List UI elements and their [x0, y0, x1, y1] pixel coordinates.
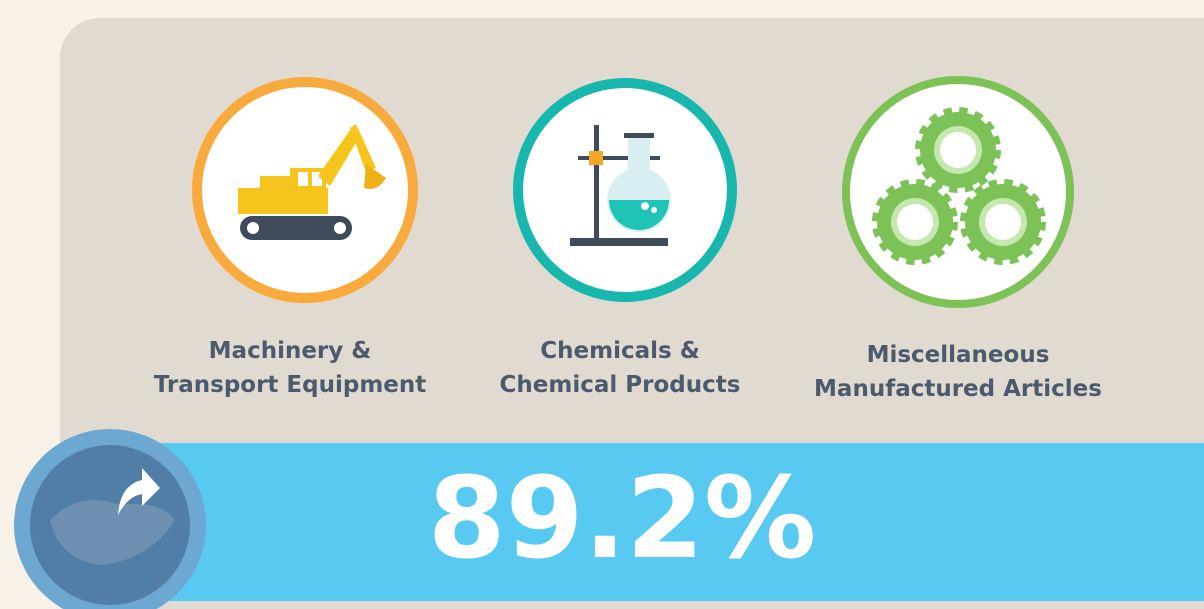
item-label: Chemicals &: [540, 338, 700, 364]
item-label: Machinery &: [209, 338, 372, 364]
item-label: Manufactured Articles: [814, 376, 1102, 402]
item-label: Transport Equipment: [154, 372, 427, 398]
chemicals-icon: [513, 78, 737, 302]
item-label: Miscellaneous: [867, 342, 1050, 368]
stat-value: 89.2%: [428, 454, 817, 584]
machinery-icon: [192, 77, 418, 303]
articles-icon: [842, 76, 1074, 308]
share-badge: [14, 429, 206, 609]
stat-bar: [130, 443, 1204, 601]
item-label: Chemical Products: [500, 372, 741, 398]
